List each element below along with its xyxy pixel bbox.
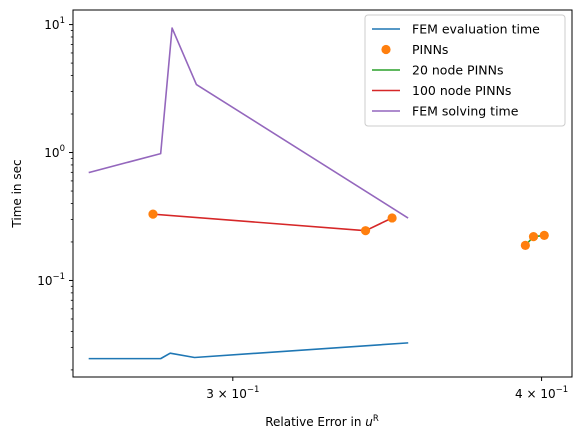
- legend-label-100-node-pinns: 100 node PINNs: [412, 83, 511, 98]
- data-point-pinns-1: [148, 209, 158, 219]
- data-point-pinns-6: [539, 230, 549, 241]
- data-point-pinns-3: [387, 213, 397, 223]
- data-point-pinns-4: [520, 240, 530, 250]
- y-tick-label: 10−1: [37, 272, 65, 288]
- x-tick-label: 3 × 10−1: [206, 385, 259, 401]
- x-axis-label: Relative Error in uR: [265, 414, 379, 429]
- data-point-pinns-2: [360, 226, 371, 236]
- x-tick-label: 4 × 10−1: [515, 385, 568, 401]
- legend: FEM evaluation time PINNs 20 node PINNs 100…: [364, 14, 566, 127]
- series-line-fem-solving-time: [88, 27, 409, 219]
- series-layer: [88, 27, 549, 360]
- legend-label-fem-solving-time: FEM solving time: [412, 104, 519, 119]
- legend-label-pinns: PINNs: [412, 42, 448, 57]
- y-tick-label: 100: [44, 144, 65, 160]
- legend-box: [364, 14, 566, 127]
- tick-layer: 10−1 100 101 3 × 10−1 4 × 10−1: [37, 16, 568, 401]
- series-line-fem-evaluation-time: [88, 342, 409, 360]
- legend-label-20-node-pinns: 20 node PINNs: [412, 63, 504, 78]
- data-point-pinns-5: [528, 232, 539, 242]
- legend-swatch-pinns: [381, 44, 391, 55]
- plot-frame: [72, 9, 573, 378]
- y-axis-label: Time in sec: [10, 159, 24, 228]
- y-tick-label: 101: [44, 16, 65, 32]
- legend-label-fem-evaluation-time: FEM evaluation time: [412, 22, 540, 37]
